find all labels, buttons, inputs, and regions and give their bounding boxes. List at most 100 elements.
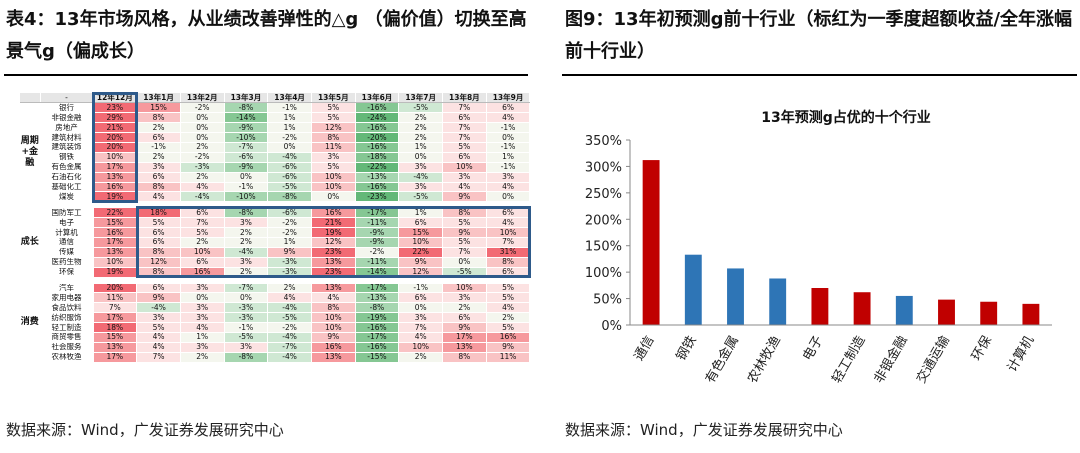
value-cell: 3% — [180, 312, 225, 324]
x-tick-label: 交通运输 — [913, 333, 953, 386]
value-cell: -23% — [355, 191, 400, 203]
value-cell: -2% — [180, 152, 225, 163]
value-cell: -16% — [355, 102, 400, 114]
value-cell: 15% — [93, 217, 138, 229]
value-cell: 8% — [311, 302, 356, 314]
value-cell: 10% — [93, 257, 138, 268]
value-cell: 20% — [93, 282, 138, 294]
value-cell: -6% — [224, 152, 269, 163]
value-cell: 6% — [442, 152, 487, 163]
value-cell: -9% — [355, 237, 400, 248]
value-cell: -3% — [180, 162, 225, 173]
industry-label: 钢铁 — [40, 152, 94, 163]
industry-label: 环保 — [40, 267, 94, 278]
industry-label: 传媒 — [40, 247, 94, 258]
value-cell: -10% — [224, 132, 269, 143]
value-cell: 4% — [267, 292, 312, 304]
table-row: 轻工制造 18% 5% 4% -1% -2% 10% -16% 7% 9% 5% — [20, 322, 531, 333]
value-cell: 3% — [224, 342, 269, 353]
y-tick-label: 300% — [585, 160, 622, 175]
value-cell: 4% — [486, 302, 531, 314]
value-cell: 1% — [267, 122, 312, 134]
value-cell: 10% — [93, 152, 138, 163]
value-cell: -5% — [398, 102, 443, 114]
value-cell: 5% — [486, 322, 531, 333]
table-body: 周期+金融 银行 23% 15% -2% -8% -1% 5% -16% -5% 7% 6% 非银金融 2… — [20, 102, 531, 363]
value-cell: 12% — [311, 237, 356, 248]
x-tick-label: 通信 — [632, 334, 658, 364]
month-header: 12年12月 — [93, 93, 138, 104]
table-row: 食品饮料 7% -4% 3% -3% -4% 8% -8% 0% 2% 4% — [20, 302, 531, 314]
value-cell: -3% — [267, 257, 312, 268]
value-cell: 2% — [267, 282, 312, 294]
value-cell: 2% — [398, 132, 443, 143]
industry-label: 农林牧渔 — [40, 352, 94, 363]
value-cell: 31% — [486, 247, 531, 258]
table-row: 建筑材料 20% 6% 0% -10% -2% 8% -20% 2% 7% 0% — [20, 132, 531, 143]
value-cell: 3% — [136, 162, 181, 173]
table-row: 基础化工 16% 8% 4% -1% -5% 10% -16% 3% 4% 4% — [20, 182, 531, 193]
value-cell: 1% — [180, 332, 225, 343]
value-cell: 10% — [398, 237, 443, 248]
x-tick-label: 电子 — [800, 334, 826, 364]
chart-source-note: 数据来源：Wind，广发证券发展研究中心 — [565, 421, 843, 439]
industry-label: 汽车 — [40, 282, 94, 294]
value-cell: -3% — [224, 312, 269, 324]
value-cell: 13% — [93, 247, 138, 258]
value-cell: 17% — [93, 352, 138, 363]
value-cell: 1% — [398, 142, 443, 153]
y-tick-label: 250% — [585, 187, 622, 202]
value-cell: 3% — [398, 182, 443, 193]
value-cell: 12% — [398, 267, 443, 278]
table-row: 煤炭 19% 4% -4% -10% -8% 0% -23% -5% 9% 0% — [20, 191, 531, 203]
value-cell: -8% — [224, 102, 269, 114]
industry-label: 社会服务 — [40, 342, 94, 353]
value-cell: 0% — [267, 142, 312, 153]
value-cell: -5% — [267, 312, 312, 324]
value-cell: -1% — [486, 162, 531, 173]
heatmap-table-container: -12年12月 13年1月 13年2月 13年3月 13年4月 13年5月 13年6月 13年… — [20, 92, 531, 383]
value-cell: 19% — [93, 191, 138, 203]
table-row: 成长 国防军工 22% 18% 6% -8% -6% 16% -17% 1% 8% 6% — [20, 207, 531, 278]
value-cell: 8% — [311, 132, 356, 143]
value-cell: -1% — [224, 322, 269, 333]
value-cell: 21% — [93, 122, 138, 134]
value-cell: 10% — [311, 312, 356, 324]
table-row: 商贸零售 15% 4% 1% -5% -4% 9% -17% 4% 17% 16% — [20, 332, 531, 343]
bar-轻工制造 — [853, 292, 871, 325]
y-tick-label: 50% — [593, 293, 622, 308]
bar-农林牧渔 — [769, 278, 787, 325]
value-cell: 7% — [442, 122, 487, 134]
bar-series — [642, 160, 1040, 325]
x-axis: 通信 钢铁 有色金属 农林牧渔 电子 轻工制造 非银金融 交通运输 环保 计算机 — [630, 324, 1052, 386]
value-cell: -9% — [355, 227, 400, 238]
value-cell: 8% — [136, 112, 181, 124]
value-cell: 2% — [224, 237, 269, 248]
value-cell: 4% — [486, 182, 531, 193]
value-cell: 13% — [311, 282, 356, 294]
value-cell: 22% — [93, 207, 138, 219]
value-cell: 7% — [442, 132, 487, 143]
value-cell: 12% — [136, 257, 181, 268]
value-cell: 6% — [136, 282, 181, 294]
value-cell: 2% — [486, 312, 531, 324]
value-cell: 7% — [398, 322, 443, 333]
value-cell: 4% — [136, 332, 181, 343]
value-cell: -1% — [486, 122, 531, 134]
value-cell: 2% — [180, 172, 225, 183]
value-cell: -4% — [398, 172, 443, 183]
value-cell: -9% — [224, 122, 269, 134]
value-cell: 16% — [486, 332, 531, 343]
value-cell: -4% — [267, 332, 312, 343]
table-row: 医药生物 10% 12% 6% 3% -3% 13% -11% 9% 0% 8% — [20, 257, 531, 268]
value-cell: 8% — [486, 257, 531, 268]
value-cell: -5% — [398, 191, 443, 203]
value-cell: 3% — [486, 172, 531, 183]
value-cell: 12% — [311, 122, 356, 134]
value-cell: 23% — [311, 267, 356, 278]
value-cell: 5% — [442, 217, 487, 229]
value-cell: 18% — [93, 322, 138, 333]
value-cell: 10% — [398, 342, 443, 353]
value-cell: 1% — [267, 112, 312, 124]
value-cell: 6% — [442, 112, 487, 124]
